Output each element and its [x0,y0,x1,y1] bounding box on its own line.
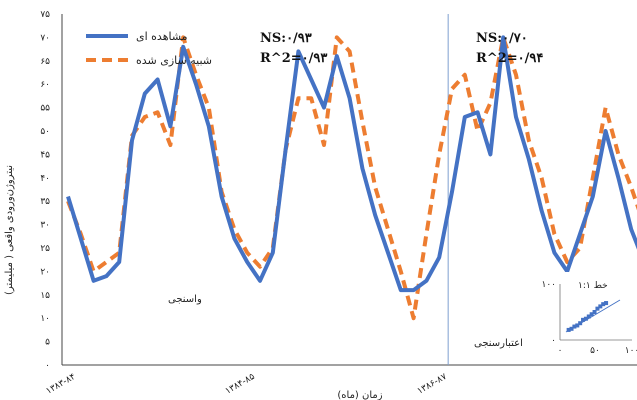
y-tick-label: ۷۰ [40,33,50,43]
y-tick-labels: ۰ ۵ ۱۰ ۱۵ ۲۰ ۲۵ ۳۰ ۳۵ ۴۰ ۴۵ ۵۰ ۵۵ ۶۰ ۶۵ ۷۰ ۷۵ [40,10,50,371]
y-tick-label: ۵۰ [40,127,50,137]
series-line-observed [66,35,637,293]
inset-point [592,310,597,314]
y-tick-label: ۴۵ [40,150,50,160]
inset-point [572,324,577,329]
label-calibration: واسنجی [168,294,202,305]
inset-point [604,301,609,306]
annotation-r2-validation: R^2=۰/۹۴ [476,51,543,66]
inset-point [601,302,606,307]
series-line-simulated [66,35,637,321]
inset-y-tick-top: ۱۰۰ [541,280,556,290]
x-tick-label: ۱۳۸۴-۸۵ [224,372,257,397]
inset-point [575,323,580,328]
annotation-ns-calibration: NS:۰/۹۳ [260,31,312,46]
x-axis-title: زمان (ماه) [337,390,382,400]
inset-point [589,312,594,317]
inset-scatter: خط ۱:۱ ۱۰۰ ۰ ۰ ۵۰ ۱۰۰ [538,272,637,357]
inset-point [598,304,603,309]
inset-point [566,327,571,332]
y-tick-label: ۶۰ [40,80,50,90]
inset-point [586,314,591,319]
y-tick-label: ۳۰ [40,221,50,231]
x-tick-labels: ۱۳۸۳-۸۴ ۱۳۸۴-۸۵ ۱۳۸۶-۸۷ [45,372,449,397]
y-tick-label: ۱۵ [40,291,50,301]
inset-y-tick-bottom: ۰ [551,336,556,346]
legend-label-simulated: شبیه سازی شده [136,54,212,67]
y-tick-label: ۵ [45,338,50,348]
y-tick-label: ۱۰ [40,314,50,324]
label-validation: اعتبارسنجی [474,338,523,349]
inset-point [595,306,600,311]
y-tick-label: ۰ [45,361,50,371]
inset-point [581,317,586,322]
series-lines [66,35,637,321]
y-tick-label: ۷۵ [40,10,50,20]
y-axis-title: نیتروژن‌ورودی واقعی ( میلیمتر) [4,165,15,295]
annotation-r2-calibration: R^2=۰/۹۳ [260,51,327,66]
inset-point [569,326,574,331]
inset-x-tick-100: ۱۰۰ [625,346,637,356]
inset-x-tick-50: ۵۰ [590,346,600,356]
inset-point [583,316,588,321]
y-tick-label: ۲۰ [40,267,50,277]
y-tick-label: ۳۵ [40,197,50,207]
inset-x-tick-0: ۰ [558,346,563,356]
x-tick-label: ۱۳۸۳-۸۴ [45,372,78,397]
x-tick-label: ۱۳۸۶-۸۷ [416,372,449,397]
y-tick-label: ۶۵ [40,57,50,67]
inset-point [578,321,583,326]
legend-label-observed: مشاهده ای [136,30,188,43]
y-tick-label: ۵۵ [40,104,50,114]
y-tick-label: ۲۵ [40,244,50,254]
annotation-ns-validation: NS:۰/۷۰ [476,31,528,46]
inset-title: خط ۱:۱ [578,281,608,291]
y-axis: ۰ ۵ ۱۰ ۱۵ ۲۰ ۲۵ ۳۰ ۳۵ ۴۰ ۴۵ ۵۰ ۵۵ ۶۰ ۶۵ ۷۰ ۷۵ [40,10,63,371]
inset-points [566,301,609,332]
y-tick-label: ۴۰ [40,174,50,184]
legend: مشاهده ای شبیه سازی شده [86,30,212,67]
